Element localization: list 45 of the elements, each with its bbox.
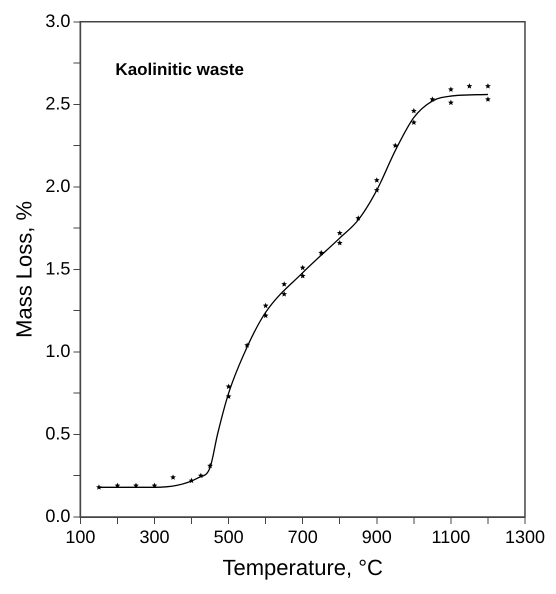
x-tick-label: 700	[288, 526, 318, 547]
point	[300, 264, 306, 270]
y-tick-label: 2.0	[45, 176, 70, 196]
point	[355, 215, 362, 221]
point	[374, 187, 380, 193]
point	[198, 472, 204, 478]
y-tick-label: 0.0	[45, 506, 70, 526]
point	[448, 86, 454, 92]
point	[133, 482, 139, 488]
point	[262, 312, 269, 318]
point	[336, 240, 343, 246]
point	[448, 100, 454, 106]
point	[485, 96, 491, 102]
annotation: Kaolinitic waste	[115, 60, 244, 79]
point	[170, 474, 176, 480]
point	[244, 342, 250, 348]
point	[430, 96, 436, 102]
point	[207, 462, 213, 468]
y-tick-label: 2.5	[45, 93, 70, 114]
x-tick-label: 500	[214, 526, 244, 547]
y-tick-label: 1.0	[45, 340, 70, 361]
x-axis-title: Temperature, °C	[222, 554, 384, 580]
x-tick-label: 900	[362, 526, 392, 547]
y-tick-label: 3.0	[45, 10, 70, 31]
point	[281, 281, 288, 287]
point	[336, 230, 343, 236]
point	[226, 394, 232, 399]
y-axis-title: Mass Loss, %	[11, 200, 36, 338]
y-tick-label: 1.5	[45, 258, 70, 278]
point	[281, 291, 288, 297]
x-tick-label: 100	[65, 526, 96, 547]
point	[374, 177, 380, 183]
point	[410, 108, 417, 114]
point	[392, 142, 398, 148]
point	[262, 302, 269, 308]
point	[485, 83, 491, 89]
point	[96, 484, 102, 490]
point	[466, 83, 472, 89]
point	[318, 250, 324, 256]
x-tick-label: 1300	[504, 526, 545, 547]
point	[114, 482, 120, 488]
point	[152, 482, 158, 488]
x-tick-label: 300	[139, 526, 170, 547]
y-tick-label: 0.5	[45, 423, 70, 444]
x-tick-label: 1100	[432, 526, 470, 547]
